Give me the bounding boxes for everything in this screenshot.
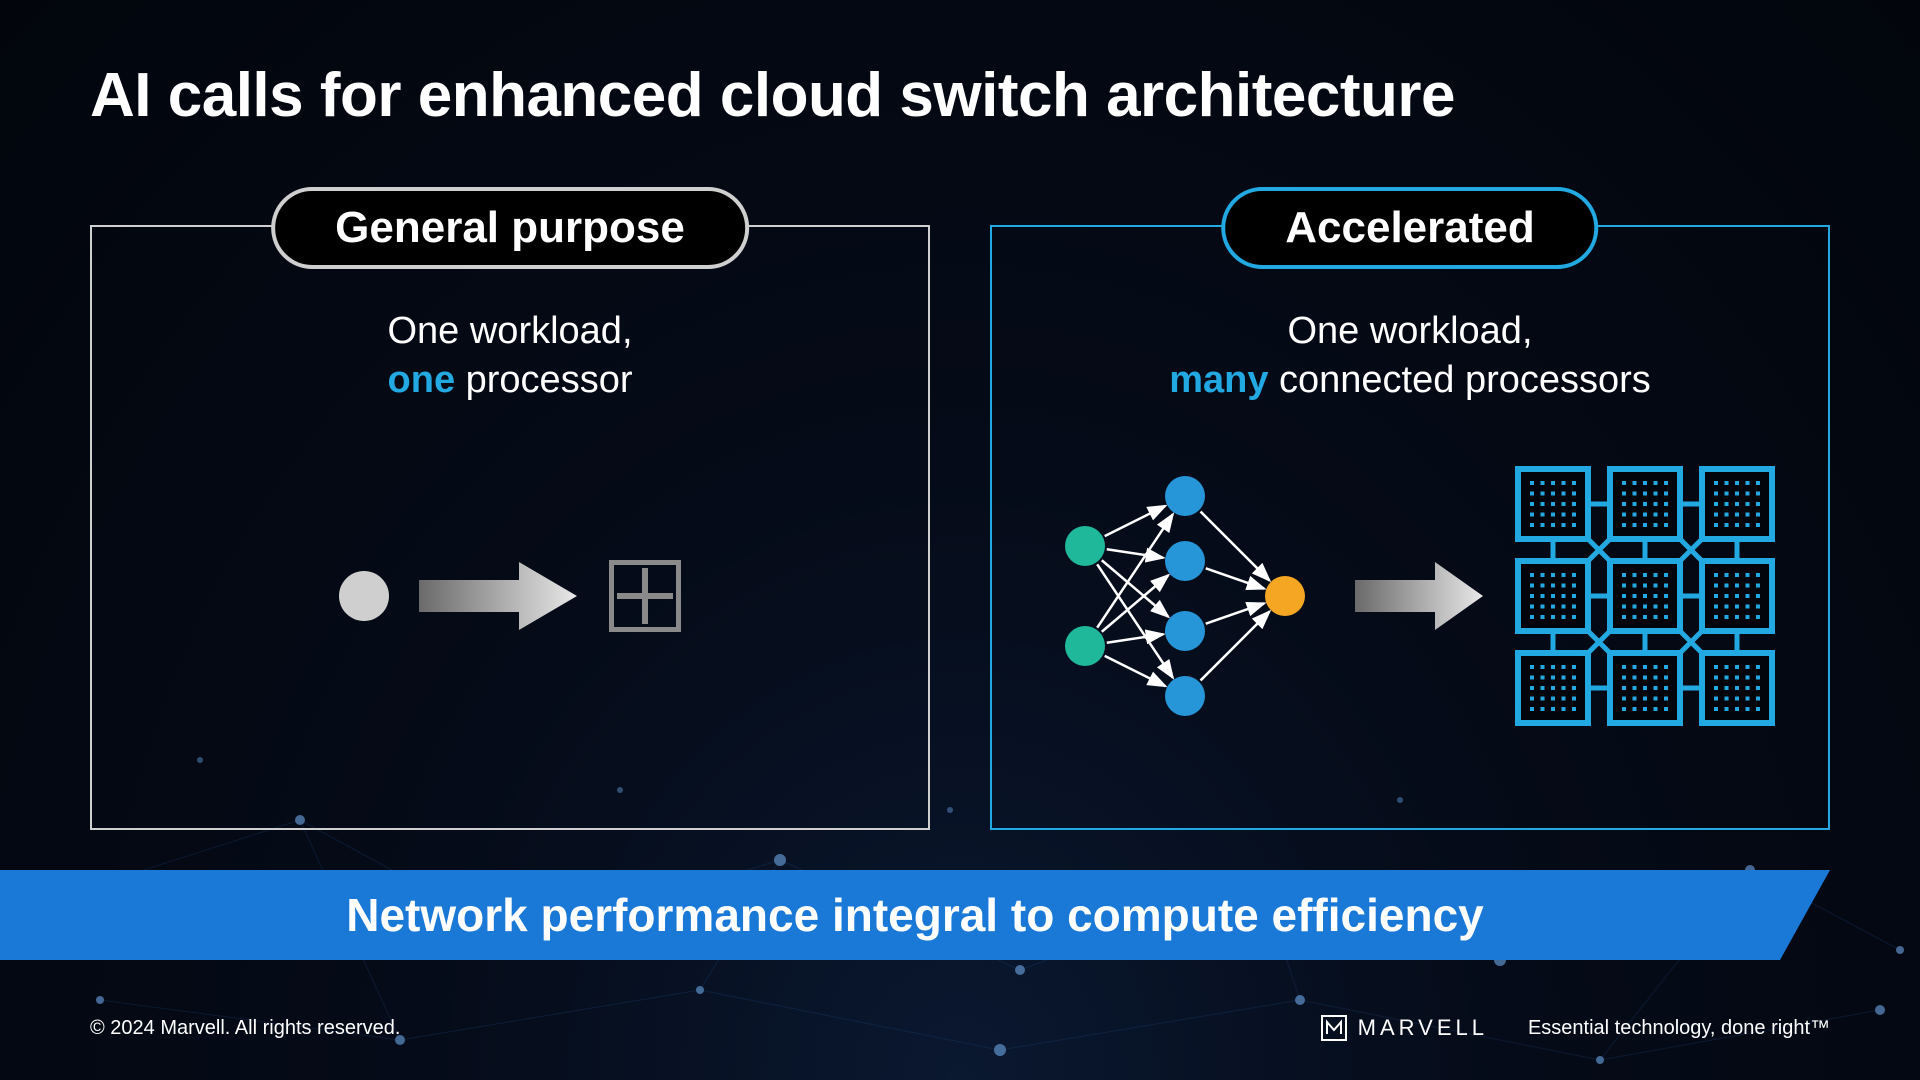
footer-right: MARVELL Essential technology, done right… [1320,1014,1830,1042]
pill-accelerated: Accelerated [1221,187,1598,269]
neural-network-icon [1045,466,1325,726]
subtitle-right: One workload, many connected processors [992,307,1828,406]
banner: Network performance integral to compute … [0,870,1830,960]
processor-grid-icon [1515,466,1775,726]
workload-dot-icon [339,571,389,621]
subtitle-right-line1: One workload, [1287,310,1532,352]
slide-title: AI calls for enhanced cloud switch archi… [90,60,1455,131]
banner-text: Network performance integral to compute … [346,888,1484,942]
tagline: Essential technology, done right™ [1528,1017,1830,1040]
processor-chip-icon [609,560,681,632]
panel-general-purpose: General purpose One workload, one proces… [90,225,930,830]
brand-name: MARVELL [1358,1015,1488,1041]
subtitle-left-line1: One workload, [387,310,632,352]
brand-logo: MARVELL [1320,1014,1488,1042]
diagram-left [92,466,928,726]
panel-accelerated: Accelerated One workload, many connected… [990,225,1830,830]
arrow-icon [419,556,579,636]
copyright: © 2024 Marvell. All rights reserved. [90,1017,400,1040]
subtitle-left-rest: processor [455,359,632,401]
arrow-icon [1355,556,1485,636]
subtitle-right-accent: many [1169,359,1268,401]
subtitle-left-accent: one [388,359,456,401]
brand-mark-icon [1320,1014,1348,1042]
pill-general-purpose: General purpose [271,187,749,269]
subtitle-left: One workload, one processor [92,307,928,406]
subtitle-right-rest: connected processors [1268,359,1650,401]
panels-row: General purpose One workload, one proces… [90,225,1830,830]
footer: © 2024 Marvell. All rights reserved. MAR… [90,1014,1830,1042]
diagram-right [992,466,1828,726]
